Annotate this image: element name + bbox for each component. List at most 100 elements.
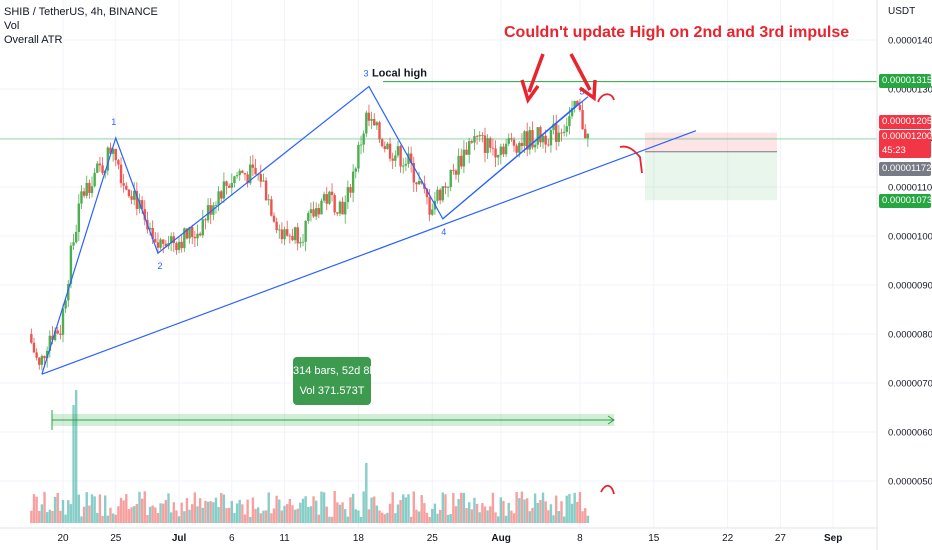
volume-bar bbox=[370, 498, 372, 523]
volume-bar bbox=[99, 494, 101, 523]
volume-bar bbox=[331, 517, 333, 523]
candle-body bbox=[191, 227, 193, 237]
volume-bar bbox=[484, 507, 486, 523]
candle-body bbox=[196, 234, 198, 239]
volume-bar bbox=[526, 498, 528, 523]
volume-bar bbox=[210, 501, 212, 523]
volume-bar bbox=[268, 492, 270, 523]
volume-bar bbox=[252, 497, 254, 523]
indicator-vol[interactable]: Vol bbox=[4, 19, 158, 33]
time-tick-label: 22 bbox=[722, 533, 734, 544]
candle-body bbox=[563, 132, 565, 133]
candle-body bbox=[368, 113, 370, 121]
candle-body bbox=[128, 190, 130, 197]
volume-bar bbox=[122, 500, 124, 523]
candle-body bbox=[381, 139, 383, 146]
candle-body bbox=[539, 127, 541, 142]
price-tag-last: 0.00001200 bbox=[879, 130, 931, 144]
volume-bar bbox=[421, 495, 423, 523]
candle-body bbox=[215, 205, 217, 206]
volume-bar bbox=[539, 500, 541, 523]
candle-body bbox=[373, 119, 375, 125]
candle-body bbox=[481, 135, 483, 136]
price-tick-label: 0.00000900 bbox=[888, 281, 932, 292]
volume-bar bbox=[38, 511, 40, 523]
candle-body bbox=[341, 202, 343, 215]
volume-bar bbox=[304, 496, 306, 523]
candle-body bbox=[86, 183, 88, 196]
volume-bar bbox=[555, 496, 557, 523]
candle-body bbox=[391, 159, 393, 161]
candle-body bbox=[120, 165, 122, 184]
headline-annotation[interactable]: Couldn't update High on 2nd and 3rd impu… bbox=[504, 24, 849, 42]
chart-legend: SHIB / TetherUS, 4h, BINANCE Vol Overall… bbox=[4, 5, 158, 47]
measure-box[interactable]: 314 bars, 52d 8h Vol 371.573T bbox=[293, 357, 371, 405]
volume-bar bbox=[397, 504, 399, 523]
candle-body bbox=[521, 143, 523, 146]
volume-bar bbox=[544, 501, 546, 523]
candle-body bbox=[497, 155, 499, 158]
volume-bar bbox=[260, 513, 262, 523]
volume-bar bbox=[505, 516, 507, 523]
volume-bar bbox=[442, 492, 444, 523]
candle-body bbox=[204, 219, 206, 220]
candle-body bbox=[270, 199, 272, 215]
volume-bar bbox=[186, 498, 188, 523]
candle-body bbox=[328, 192, 330, 204]
indicator-atr[interactable]: Overall ATR bbox=[4, 33, 158, 47]
candle-body bbox=[492, 148, 494, 149]
candle-body bbox=[304, 221, 306, 242]
candle-body bbox=[210, 205, 212, 215]
volume-bar bbox=[349, 497, 351, 523]
volume-bar bbox=[502, 501, 504, 523]
candle-body bbox=[299, 242, 301, 243]
volume-bar bbox=[515, 492, 517, 523]
candle-body bbox=[357, 145, 359, 169]
volume-bar bbox=[35, 497, 37, 523]
volume-bar bbox=[494, 512, 496, 523]
volume-bar bbox=[357, 511, 359, 523]
volume-bar bbox=[326, 507, 328, 523]
volume-bar bbox=[270, 513, 272, 523]
candle-body bbox=[260, 174, 262, 182]
candle-body bbox=[566, 126, 568, 132]
volume-bar bbox=[215, 498, 217, 523]
candle-body bbox=[99, 164, 101, 166]
volume-bar bbox=[133, 506, 135, 523]
volume-bar bbox=[30, 511, 32, 523]
volume-bar bbox=[265, 510, 267, 523]
time-tick-label: Aug bbox=[491, 533, 510, 544]
volume-bar bbox=[78, 495, 80, 523]
volume-bar bbox=[534, 493, 536, 523]
volume-bar bbox=[471, 509, 473, 523]
candle-body bbox=[331, 192, 333, 195]
volume-bar bbox=[529, 511, 531, 523]
time-tick-label: 20 bbox=[57, 533, 69, 544]
volume-bar bbox=[291, 505, 293, 523]
candle-body bbox=[500, 147, 502, 155]
candle-body bbox=[394, 155, 396, 160]
volume-bar bbox=[389, 504, 391, 523]
candle-body bbox=[262, 181, 264, 182]
volume-bar bbox=[341, 502, 343, 523]
time-tick-label: 6 bbox=[229, 533, 235, 544]
candle-body bbox=[320, 201, 322, 215]
candle-body bbox=[378, 122, 380, 139]
candle-body bbox=[418, 181, 420, 184]
candle-body bbox=[41, 356, 43, 365]
volume-bar bbox=[444, 494, 446, 523]
candle-body bbox=[80, 191, 82, 203]
symbol-title[interactable]: SHIB / TetherUS, 4h, BINANCE bbox=[4, 5, 158, 19]
candle-body bbox=[312, 209, 314, 216]
candle-body bbox=[291, 236, 293, 240]
volume-bar bbox=[159, 503, 161, 523]
candle-body bbox=[180, 242, 182, 248]
candle-body bbox=[318, 208, 320, 214]
candle-body bbox=[326, 194, 328, 204]
candle-body bbox=[534, 145, 536, 148]
currency-unit-label[interactable]: USDT bbox=[888, 6, 915, 17]
volume-bar bbox=[149, 507, 151, 523]
candle-body bbox=[231, 183, 233, 188]
candle-body bbox=[175, 243, 177, 250]
